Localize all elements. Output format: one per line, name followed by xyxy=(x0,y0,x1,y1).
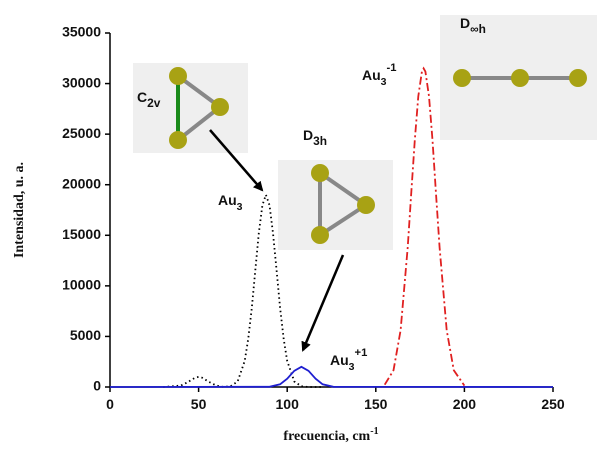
chart: 0 5000 10000 15000 20000 25000 30000 35000 0 50 10… xyxy=(0,0,597,457)
x-axis-title-text: frecuencia, cm xyxy=(283,429,370,444)
annotation-base: Au xyxy=(330,352,349,368)
y-tick-label: 25000 xyxy=(62,125,101,141)
y-tick-label: 35000 xyxy=(62,24,101,40)
annotation-base: Au xyxy=(218,192,237,208)
annotation-base: D xyxy=(303,127,313,143)
molecule-d3h xyxy=(278,160,393,250)
x-tick-label: 0 xyxy=(106,396,114,412)
annotation-base: C xyxy=(137,89,147,105)
annotation-sup: -1 xyxy=(387,62,397,74)
page: {"chart_data": { "type": "line", "y_labe… xyxy=(0,0,597,457)
y-tick-label: 15000 xyxy=(62,226,101,242)
annotation-sub: 3 xyxy=(237,201,243,213)
x-tick-label: 50 xyxy=(191,396,207,412)
annotation-sub: 3h xyxy=(313,134,327,148)
annotation-sub: 3 xyxy=(349,361,355,373)
y-tick-label: 10000 xyxy=(62,277,101,293)
molecule-dinfh xyxy=(440,15,597,140)
annotation-base: D xyxy=(460,15,470,31)
y-tick-label: 20000 xyxy=(62,175,101,191)
y-axis-title: Intensidad, u. a. xyxy=(12,162,27,258)
annotation-sub: 2v xyxy=(147,96,161,110)
annotation-base: Au xyxy=(362,67,381,83)
x-axis-title: frecuencia, cm-1 xyxy=(283,426,378,444)
annotation: Au3-1 xyxy=(362,62,397,88)
x-tick-label: 250 xyxy=(541,396,565,412)
x-tick-label: 150 xyxy=(364,396,388,412)
annotation-sub: ∞h xyxy=(470,22,486,36)
annotation-sup: +1 xyxy=(355,347,368,359)
annotation: D3h xyxy=(303,127,327,148)
series-line xyxy=(110,367,553,387)
annotation: Au3+1 xyxy=(330,347,367,373)
y-tick-label: 30000 xyxy=(62,74,101,90)
y-tick-label: 0 xyxy=(93,378,101,394)
y-tick-label: 5000 xyxy=(70,327,101,343)
annotation-sub: 3 xyxy=(381,76,387,88)
x-axis-title-sup: -1 xyxy=(370,426,378,437)
annotation: Au3 xyxy=(218,192,243,213)
x-tick-label: 200 xyxy=(453,396,477,412)
x-tick-label: 100 xyxy=(276,396,300,412)
arrow xyxy=(303,255,343,350)
